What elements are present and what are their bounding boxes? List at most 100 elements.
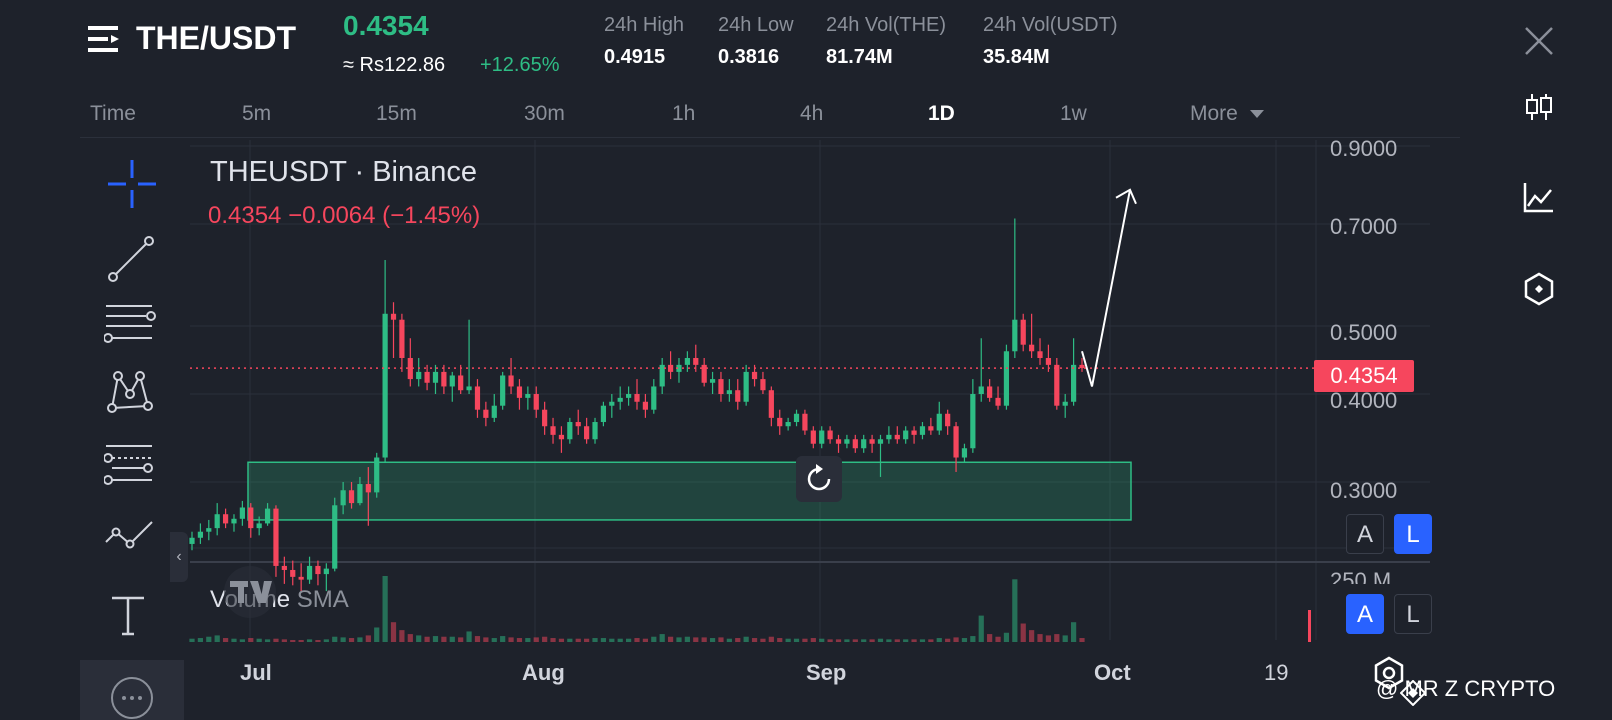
candle-body [684, 357, 690, 365]
volume-bar [315, 640, 321, 642]
timeframe-bar: Time 5m 15m 30m 1h 4h 1D 1w More [80, 92, 1460, 138]
volume-bar [802, 638, 808, 642]
path-icon[interactable] [104, 512, 160, 568]
stat-value-vol-quote: 35.84M [983, 46, 1050, 68]
volume-bar [458, 637, 464, 642]
candle-body [508, 375, 514, 387]
stat-value-vol-base: 81.74M [826, 46, 893, 68]
volume-bar [348, 638, 355, 642]
auto-scale-button[interactable]: A [1346, 514, 1384, 554]
tab-1h[interactable]: 1h [672, 102, 696, 125]
tab-30m[interactable]: 30m [524, 102, 565, 125]
volume-bar [735, 638, 741, 642]
volume-bar [642, 638, 648, 642]
text-tool-icon[interactable] [104, 592, 160, 648]
candle-body [542, 409, 548, 427]
fib-retracement-icon[interactable] [104, 300, 160, 356]
x-tick-label: Aug [522, 660, 565, 685]
candle-body [231, 518, 237, 524]
tab-5m[interactable]: 5m [242, 102, 272, 125]
volume-bar [399, 630, 405, 642]
volume-bar [290, 640, 296, 642]
candle-body [693, 357, 699, 365]
volume-bar [676, 637, 682, 642]
candle-body [206, 528, 212, 532]
volume-bar [1012, 579, 1018, 642]
volume-bar [197, 638, 203, 642]
candle-body [743, 371, 749, 402]
settings-hex-icon[interactable] [1522, 272, 1556, 306]
candle-body [928, 426, 934, 431]
stat-value-low: 0.3816 [718, 46, 780, 68]
volume-bar [827, 639, 833, 642]
candle-body [651, 386, 657, 410]
stat-label-low: 24h Low [718, 14, 794, 36]
volume-bar [248, 638, 254, 642]
crosshair-icon[interactable] [106, 160, 162, 216]
volume-bar [491, 638, 497, 642]
volume-bar [416, 635, 422, 642]
forecast-icon[interactable] [104, 440, 160, 496]
pair-title[interactable]: THE/USDT [136, 20, 296, 56]
candle-body [348, 490, 355, 504]
volume-bar [592, 638, 598, 642]
candle-body [256, 523, 262, 529]
candle-body [550, 426, 556, 435]
candle-body [852, 439, 858, 449]
candle-body [827, 430, 833, 440]
candle-body [802, 413, 808, 431]
candle-body [768, 390, 774, 418]
more-dropdown[interactable]: More [1190, 102, 1264, 126]
log-scale-button[interactable]: L [1394, 514, 1432, 554]
symbol-title: THEUSDT · Binance [210, 156, 477, 188]
candle-body [659, 364, 665, 387]
volume-bar [617, 638, 623, 642]
volume-bar [919, 639, 926, 642]
last-price: 0.4354 [343, 10, 429, 41]
volume-bar [684, 636, 690, 642]
tab-1d[interactable]: 1D [928, 102, 955, 125]
current-price-tag: 0.4354 [1314, 360, 1414, 392]
close-icon[interactable] [1522, 24, 1556, 58]
candle-body [290, 569, 296, 577]
volume-auto-button[interactable]: A [1346, 594, 1384, 634]
candle-body [735, 390, 741, 402]
candle-body [273, 508, 279, 566]
candle-body [441, 371, 447, 387]
candle-body [877, 439, 884, 444]
volume-bar [533, 637, 539, 642]
stat-value-high: 0.4915 [604, 46, 666, 68]
volume-bar [709, 638, 716, 642]
candle-body [407, 357, 413, 380]
change-percent: +12.65% [480, 54, 560, 76]
reset-icon [807, 464, 831, 491]
tab-15m[interactable]: 15m [376, 102, 417, 125]
volume-bar [886, 639, 892, 642]
tab-1w[interactable]: 1w [1060, 102, 1087, 125]
indicator-chart-icon[interactable] [1522, 180, 1556, 214]
candle-body [995, 397, 1001, 406]
candle-body [189, 537, 195, 544]
volume-bar [995, 636, 1001, 642]
volume-log-button[interactable]: L [1394, 594, 1432, 634]
volume-bar [432, 636, 439, 642]
volume-bar [978, 615, 984, 642]
x-tick-label: Jul [240, 660, 272, 685]
reset-chart-button[interactable] [796, 456, 842, 502]
trendline-icon[interactable] [104, 232, 160, 288]
bottom-panel-button[interactable] [80, 660, 184, 720]
menu-icon[interactable] [88, 24, 122, 54]
volume-bar [609, 638, 615, 642]
candle-body [567, 422, 573, 440]
candle-body [458, 375, 464, 391]
tab-4h[interactable]: 4h [800, 102, 824, 125]
candlestick-icon[interactable] [1522, 90, 1556, 124]
pattern-icon[interactable] [104, 368, 160, 424]
volume-bar [550, 638, 556, 642]
collapse-toolbar-button[interactable]: ‹ [170, 532, 188, 582]
volume-bar [768, 636, 774, 642]
camera-hex-icon[interactable] [1372, 656, 1406, 690]
tradingview-logo [224, 566, 276, 618]
volume-bar [298, 640, 304, 642]
